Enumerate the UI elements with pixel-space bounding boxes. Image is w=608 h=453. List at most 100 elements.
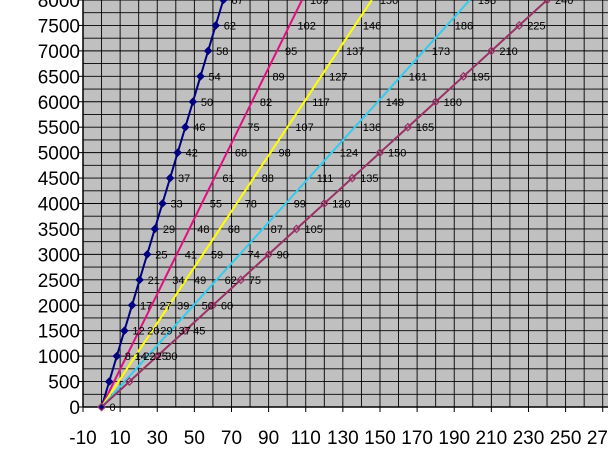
x-tick-label: 210 [475,428,507,449]
series-line-5 [100,0,548,408]
data-label: 82 [260,97,272,109]
data-label: 29 [163,224,175,236]
data-label: 225 [527,20,545,32]
data-label: 33 [170,199,182,211]
y-tick-label: 6500 [38,67,80,88]
data-label: 146 [363,20,381,32]
data-label: 62 [225,275,237,287]
data-label: 8 [125,351,131,363]
data-label: 135 [360,173,378,185]
data-point-marker [158,199,167,208]
data-label: 136 [363,122,381,134]
data-point-marker [196,72,205,81]
data-point-marker [104,377,114,386]
data-label: 30 [165,351,177,363]
data-label: 60 [221,300,233,312]
y-tick-labels: 0 500 1000 1500 2000 2500 3000 3500 4000 4500 5000… [38,0,80,419]
data-label: 109 [310,0,328,7]
data-label: 127 [329,71,347,83]
data-label: 50 [201,97,213,109]
y-tick-label: 1000 [38,347,80,368]
data-label: 0 [110,402,116,414]
data-label: 22 [143,351,155,363]
data-label: 186 [455,20,473,32]
data-label: 34 [172,275,184,287]
data-label: 75 [249,275,261,287]
data-label: 55 [210,199,222,211]
x-tick-label: 50 [184,428,205,449]
x-tick-label: 10 [110,428,131,449]
data-label: 21 [148,275,160,287]
data-point-marker [292,224,301,234]
data-label: 25 [156,351,168,363]
data-labels: 0 8 12 17 21 25 29 33 37 42 46 50 54 58 62 67 14 20 27 34 41… [110,0,574,414]
x-tick-label: 30 [147,428,168,449]
y-tick-label: 500 [48,373,80,394]
data-point-marker [188,97,198,107]
y-tick-label: 3500 [38,220,80,241]
data-label: 45 [193,326,205,338]
data-point-marker [150,224,160,234]
data-label: 59 [211,249,223,261]
y-tick-label: 3000 [38,245,80,266]
data-point-marker [375,148,385,158]
data-label: 29 [160,326,172,338]
y-tick-label: 6000 [38,93,80,114]
x-tick-label: 150 [364,428,396,449]
data-point-marker [403,122,413,132]
y-tick-label: 7000 [38,42,80,63]
data-label: 87 [271,224,283,236]
y-tick-label: 4500 [38,169,80,190]
data-label: 105 [304,224,322,236]
data-label: 165 [416,122,434,134]
data-label: 95 [285,46,297,58]
y-tick-label: 4000 [38,195,80,216]
data-label: 67 [231,0,243,7]
data-point-marker [486,46,496,56]
data-point-marker [152,351,162,361]
gridlines [82,0,608,408]
data-point-marker [180,122,190,132]
data-label: 195 [472,71,490,83]
data-point-marker [124,377,134,387]
y-tick-label: 2500 [38,271,80,292]
data-point-marker [542,0,552,5]
data-label: 120 [332,199,350,211]
x-tick-label: 110 [291,428,321,449]
y-tick-label: 8000 [38,0,80,12]
data-label: 41 [185,249,197,261]
data-label: 17 [140,300,152,312]
data-label: 54 [208,71,220,83]
data-point-marker [180,326,190,336]
data-label: 74 [248,249,260,261]
y-tick-label: 7500 [38,16,80,37]
data-point-marker [120,326,129,335]
data-label: 117 [312,97,330,109]
data-point-marker [203,46,213,56]
data-label: 102 [297,20,315,32]
x-tick-label: 190 [438,428,470,449]
data-label: 48 [197,224,209,236]
data-label: 14 [135,351,147,363]
y-tick-label: 5000 [38,144,80,165]
data-point-marker [211,21,221,30]
data-point-marker [319,199,329,208]
data-label: 99 [294,199,306,211]
data-label: 156 [380,0,398,7]
series-line-3 [100,0,373,408]
data-label: 198 [478,0,496,7]
data-point-marker [514,20,524,30]
data-label: 62 [224,20,236,32]
data-label: 88 [262,173,274,185]
series-line-2 [100,0,303,408]
data-label: 20 [147,326,159,338]
data-label: 49 [194,275,206,287]
data-point-marker [165,173,175,183]
x-tick-label: 270 [587,428,608,449]
data-point-marker [127,300,137,310]
data-label: 180 [444,97,462,109]
data-label: 58 [216,46,228,58]
data-point-marker [347,173,357,183]
data-label: 89 [272,71,284,83]
data-label: 78 [245,199,257,211]
